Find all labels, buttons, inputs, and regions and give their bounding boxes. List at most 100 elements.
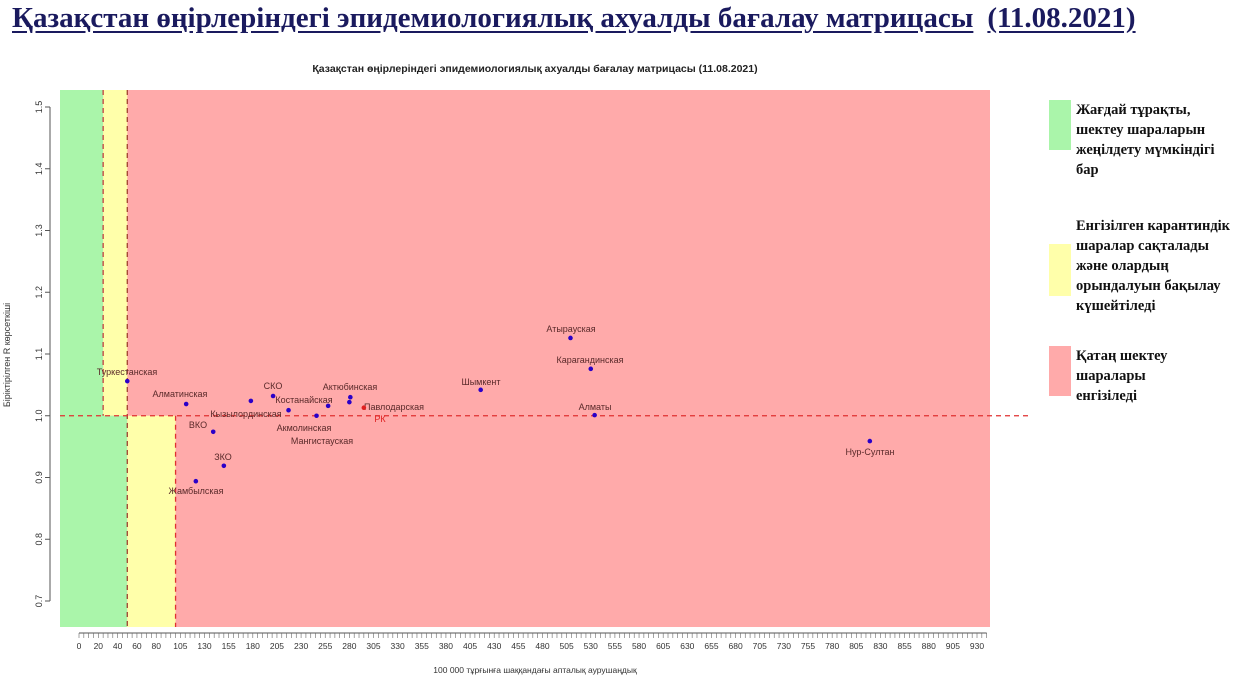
x-tick-label: 205 [270, 641, 284, 651]
x-tick-label: 680 [729, 641, 743, 651]
y-tick-label: 0.9 [34, 471, 44, 484]
x-tick-label: 430 [487, 641, 501, 651]
x-tick-label: 80 [152, 641, 162, 651]
x-tick-label: 905 [946, 641, 960, 651]
point-label: Актюбинская [323, 382, 378, 392]
chart-title: Қазақстан өңірлеріндегі эпидемиологиялық… [312, 63, 757, 75]
data-point [361, 405, 367, 411]
data-point [867, 438, 873, 444]
zone-yellow-upper [103, 90, 128, 416]
x-tick-label: 780 [825, 641, 839, 651]
x-tick-label: 305 [366, 641, 380, 651]
data-point [124, 378, 130, 384]
x-tick-label: 230 [294, 641, 308, 651]
x-tick-label: 380 [439, 641, 453, 651]
y-tick-label: 1.2 [34, 286, 44, 299]
x-tick-label: 505 [560, 641, 574, 651]
x-tick-label: 555 [608, 641, 622, 651]
x-tick-label: 255 [318, 641, 332, 651]
x-tick-label: 930 [970, 641, 984, 651]
x-tick-label: 330 [391, 641, 405, 651]
x-tick-label: 480 [535, 641, 549, 651]
x-tick-label: 105 [173, 641, 187, 651]
data-point [248, 398, 254, 404]
y-tick-label: 1.4 [34, 162, 44, 175]
legend-swatch-green [1049, 100, 1071, 150]
x-tick-label: 580 [632, 641, 646, 651]
y-tick-label: 0.7 [34, 595, 44, 608]
x-tick-label: 130 [197, 641, 211, 651]
point-label: Шымкент [461, 377, 500, 387]
data-point [210, 429, 216, 435]
point-label: Кызылординская [210, 409, 281, 419]
title-text: Қазақстан өңірлеріндегі эпидемиологиялық… [12, 2, 974, 34]
point-label: Костанайская [275, 395, 332, 405]
x-tick-label: 0 [77, 641, 82, 651]
point-label: РК [374, 414, 386, 424]
page-title: Қазақстан өңірлеріндегі эпидемиологиялық… [12, 2, 1225, 35]
x-tick-label: 855 [897, 641, 911, 651]
y-tick-label: 1.1 [34, 348, 44, 361]
x-tick-label: 20 [94, 641, 104, 651]
x-tick-label: 655 [704, 641, 718, 651]
data-point [325, 403, 331, 409]
legend-item-red: Қатаң шектеу шаралары енгізіледі [1049, 346, 1206, 406]
x-tick-label: 60 [132, 641, 142, 651]
data-point [347, 399, 352, 405]
y-tick-label: 0.8 [34, 533, 44, 546]
y-tick-label: 1.5 [34, 101, 44, 114]
point-label: Акмолинская [277, 423, 332, 433]
point-label: Нур-Султан [846, 447, 895, 457]
data-point [193, 478, 199, 484]
data-point [478, 387, 483, 393]
y-axis-label: Біріктірілген R көрсеткіші [2, 303, 12, 407]
x-tick-label: 455 [511, 641, 525, 651]
data-point [348, 394, 353, 400]
x-tick-label: 530 [584, 641, 598, 651]
data-point [286, 407, 291, 413]
data-point [314, 413, 319, 419]
data-point [568, 335, 573, 341]
point-label: Павлодарская [364, 402, 424, 412]
legend-label: Жағдай тұрақты, шектеу шараларын жеңілде… [1076, 102, 1215, 178]
x-tick-label: 630 [680, 641, 694, 651]
data-point [183, 401, 189, 407]
x-tick-label: 755 [801, 641, 815, 651]
x-tick-label: 280 [342, 641, 356, 651]
x-axis-label: 100 000 тұрғынға шаққандағы апталық ауру… [433, 665, 637, 675]
x-tick-label: 405 [463, 641, 477, 651]
x-tick-label: 830 [873, 641, 887, 651]
point-label: Атырауская [546, 324, 595, 334]
point-label: ЗКО [214, 452, 232, 462]
data-point [592, 412, 597, 418]
x-tick-label: 730 [777, 641, 791, 651]
legend-item-green: Жағдай тұрақты, шектеу шараларын жеңілде… [1049, 100, 1236, 180]
x-tick-label: 805 [849, 641, 863, 651]
zone-green-lower [60, 415, 128, 627]
x-tick-label: 605 [656, 641, 670, 651]
point-label: Мангистауская [291, 436, 353, 446]
data-point [588, 366, 594, 372]
title-date: (11.08.2021) [987, 2, 1136, 34]
zone-red [60, 90, 990, 627]
point-label: Алматы [579, 402, 612, 412]
point-label: ВКО [189, 420, 207, 430]
legend-swatch-red [1049, 346, 1071, 396]
point-label: Алматинская [153, 389, 208, 399]
data-point [221, 463, 227, 469]
x-tick-label: 155 [222, 641, 236, 651]
legend-label: Қатаң шектеу шаралары енгізіледі [1076, 348, 1168, 404]
data-point [270, 393, 276, 399]
legend-swatch-yellow [1049, 244, 1071, 296]
point-label: Карагандинская [556, 355, 623, 365]
x-tick-label: 355 [415, 641, 429, 651]
x-tick-label: 705 [753, 641, 767, 651]
x-tick-label: 180 [246, 641, 260, 651]
point-label: Туркестанская [97, 367, 158, 377]
x-tick-label: 40 [113, 641, 123, 651]
y-tick-label: 1.3 [34, 224, 44, 237]
y-tick-label: 1.0 [34, 409, 44, 422]
legend-item-yellow: Енгізілген карантиндік шаралар сақталады… [1049, 216, 1236, 316]
zone-yellow-lower [127, 415, 176, 627]
